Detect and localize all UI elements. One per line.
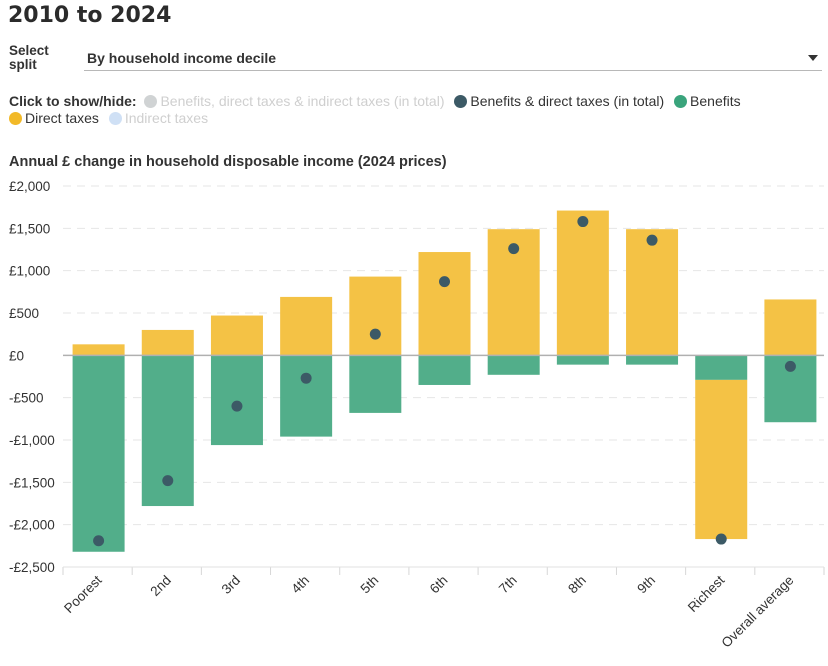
legend-item-total-all[interactable]: Benefits, direct taxes & indirect taxes … [144, 93, 444, 110]
bar-direct-taxes [418, 252, 471, 356]
y-tick-label: £2,000 [9, 179, 50, 194]
point-total [715, 533, 727, 545]
bar-direct-taxes [695, 379, 748, 540]
bar-direct-taxes [72, 344, 125, 356]
legend-dot-icon [108, 112, 122, 125]
bar-benefits [487, 355, 540, 375]
x-tick-label: 3rd [219, 573, 243, 597]
legend-item-indirect-taxes[interactable]: Indirect taxes [108, 110, 209, 127]
legend-label: Indirect taxes [124, 110, 209, 126]
legend-dot-icon [9, 112, 22, 125]
legend-item-benefits[interactable]: Benefits [674, 93, 741, 110]
y-tick-label: £0 [9, 348, 24, 363]
y-tick-label: £500 [9, 306, 39, 321]
bar-direct-taxes [141, 329, 194, 356]
x-tick-label: 8th [565, 573, 589, 597]
bar-benefits [556, 355, 609, 365]
legend-dot-icon [674, 95, 688, 108]
point-total [508, 243, 520, 255]
bar-benefits [418, 355, 471, 385]
legend-dot-icon [144, 95, 158, 108]
chevron-down-icon [808, 55, 818, 61]
bar-direct-taxes [556, 210, 609, 356]
x-tick-label: Poorest [61, 572, 105, 616]
point-total [300, 372, 312, 384]
bar-direct-taxes [210, 315, 263, 356]
y-tick-label: -£500 [9, 391, 44, 406]
point-total [369, 328, 381, 340]
legend-label: Benefits & direct taxes (in total) [470, 93, 665, 109]
y-tick-label: -£1,000 [9, 433, 55, 448]
x-tick-label: Richest [685, 572, 728, 615]
bar-direct-taxes [280, 296, 333, 356]
select-split-label: Select split [9, 43, 49, 72]
x-tick-label: 4th [288, 573, 312, 597]
legend-item-benefits-direct-taxes[interactable]: Benefits & direct taxes (in total) [454, 93, 664, 110]
bar-benefits [695, 355, 748, 380]
point-total [577, 216, 589, 228]
x-tick-label: 2nd [147, 573, 174, 600]
split-dropdown-value: By household income decile [87, 50, 277, 66]
chart-title: Annual £ change in household disposable … [9, 154, 447, 170]
x-tick-label: 6th [427, 573, 451, 597]
y-tick-label: £1,500 [9, 221, 50, 236]
bar-benefits [72, 355, 125, 552]
x-tick-label: Overall average [719, 573, 797, 651]
x-tick-label: 5th [358, 573, 382, 597]
split-dropdown[interactable]: By household income decile [84, 44, 822, 71]
point-total [93, 535, 105, 547]
point-total [231, 400, 243, 412]
point-total [439, 276, 450, 288]
bar-benefits [280, 355, 333, 437]
bar-direct-taxes [764, 299, 817, 356]
y-tick-label: £1,000 [9, 264, 50, 279]
bar-benefits [626, 355, 679, 365]
legend-prefix: Click to show/hide: [9, 93, 137, 109]
page-title: 2010 to 2024 [8, 3, 172, 28]
y-tick-label: -£2,500 [9, 560, 55, 575]
bar-benefits [210, 355, 263, 446]
x-tick-label: 7th [496, 573, 520, 597]
legend-dot-icon [454, 95, 468, 108]
point-total [784, 360, 796, 372]
y-tick-label: -£2,000 [9, 518, 55, 533]
bar-benefits [349, 355, 402, 413]
bar-direct-taxes [626, 229, 679, 356]
legend-label: Benefits [690, 93, 741, 109]
bar-direct-taxes [349, 276, 402, 356]
x-tick-label: 9th [634, 573, 658, 597]
legend-label: Benefits, direct taxes & indirect taxes … [160, 93, 445, 109]
legend-label: Direct taxes [25, 110, 99, 126]
point-total [162, 475, 174, 487]
legend-item-direct-taxes[interactable]: Direct taxes [9, 110, 99, 127]
y-tick-label: -£1,500 [9, 475, 55, 490]
legend: Click to show/hide: Benefits, direct tax… [9, 93, 809, 127]
point-total [646, 234, 658, 246]
